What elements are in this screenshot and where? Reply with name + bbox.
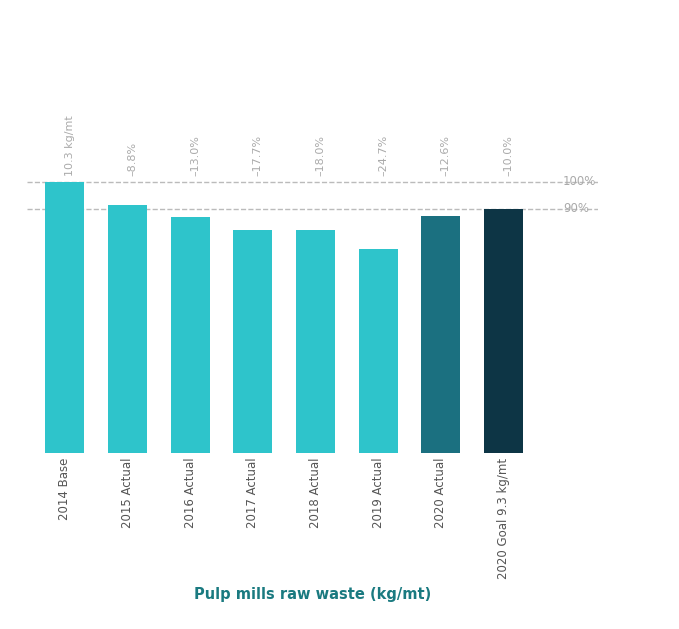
Text: –18.0%: –18.0% (316, 135, 325, 176)
Bar (234, 230, 272, 453)
Text: –17.7%: –17.7% (253, 135, 263, 176)
Bar (170, 217, 210, 453)
Text: 90%: 90% (563, 202, 589, 215)
Text: –8.8%: –8.8% (128, 142, 137, 176)
Text: –24.7%: –24.7% (378, 135, 388, 176)
Text: –12.6%: –12.6% (441, 135, 451, 176)
Text: 100%: 100% (563, 175, 596, 188)
Bar (108, 206, 147, 453)
Bar (422, 216, 460, 453)
Text: –13.0%: –13.0% (190, 135, 200, 176)
Bar (484, 209, 523, 453)
Text: –10.0%: –10.0% (504, 135, 513, 176)
Bar (45, 182, 84, 453)
X-axis label: Pulp mills raw waste (kg/mt): Pulp mills raw waste (kg/mt) (194, 587, 431, 602)
Text: 10.3 kg/mt: 10.3 kg/mt (65, 115, 75, 176)
Bar (359, 248, 398, 453)
Bar (296, 230, 335, 453)
